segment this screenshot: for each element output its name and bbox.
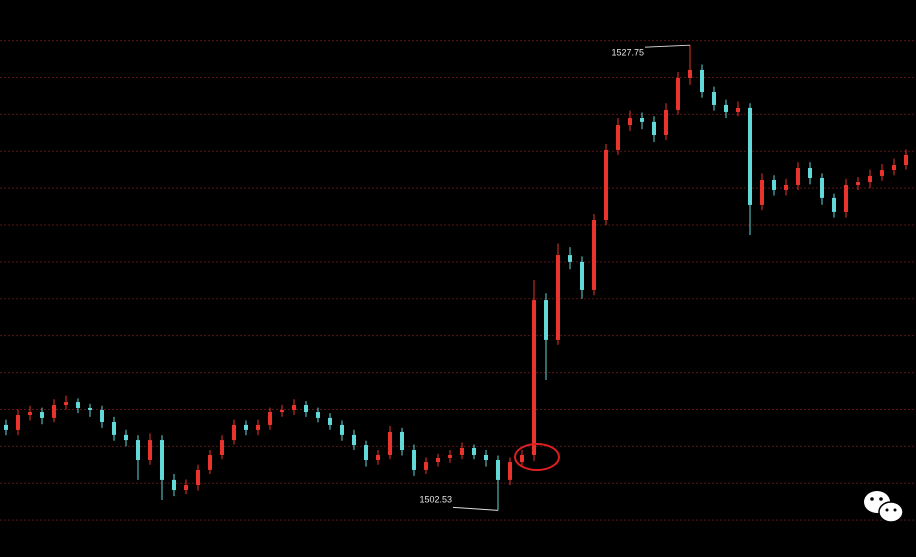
candle-body xyxy=(520,455,524,463)
annotation-label: 1527.75 xyxy=(611,48,644,58)
candle-body xyxy=(592,220,596,290)
candle-body xyxy=(124,434,128,441)
candle-body xyxy=(220,440,224,456)
candle-body xyxy=(544,300,548,340)
annotation-leader xyxy=(644,44,691,48)
candle-body xyxy=(100,410,104,422)
candle-body xyxy=(604,149,608,221)
candle-body xyxy=(40,412,44,418)
candle-body xyxy=(412,450,416,470)
candle-body xyxy=(4,424,8,430)
candle-body xyxy=(808,168,812,178)
candle-body xyxy=(292,405,296,411)
candle-body xyxy=(736,107,740,112)
candle-body xyxy=(16,414,20,430)
wechat-logo xyxy=(864,491,904,523)
candle-body xyxy=(52,405,56,418)
candle-body xyxy=(376,455,380,460)
candle-body xyxy=(652,121,656,136)
candle-body xyxy=(472,447,476,456)
candle-body xyxy=(664,109,668,136)
candle-body xyxy=(628,118,632,126)
candle-body xyxy=(904,154,908,166)
grid xyxy=(0,40,916,521)
candle-body xyxy=(856,182,860,185)
candle-body xyxy=(352,434,356,446)
annotation-label: 1502.53 xyxy=(419,495,452,505)
candle-body xyxy=(364,445,368,460)
candle-body xyxy=(556,255,560,340)
candle-body xyxy=(712,92,716,105)
highlight-circle xyxy=(514,443,560,471)
candle-body xyxy=(724,104,728,112)
candle-body xyxy=(532,300,536,456)
candle-body xyxy=(748,107,752,205)
candle-body xyxy=(496,459,500,480)
candle-body xyxy=(316,412,320,418)
candle-body xyxy=(136,440,140,460)
candle-body xyxy=(424,462,428,470)
candle-body xyxy=(676,78,680,110)
candle-body xyxy=(460,447,464,456)
candle-body xyxy=(148,440,152,460)
candle-body xyxy=(688,69,692,79)
candle-body xyxy=(340,424,344,435)
candle-body xyxy=(328,417,332,425)
candle-body xyxy=(772,180,776,190)
candle-body xyxy=(796,168,800,185)
candle-body xyxy=(184,485,188,491)
candle-body xyxy=(448,455,452,458)
candle-body xyxy=(88,407,92,411)
candle-body xyxy=(208,455,212,470)
candle-body xyxy=(580,261,584,290)
candle-body xyxy=(76,402,80,408)
candle-body xyxy=(820,177,824,198)
candle-body xyxy=(640,118,644,122)
candle-body xyxy=(760,180,764,205)
candle-body xyxy=(268,412,272,425)
candle-body xyxy=(28,412,32,415)
candle-body xyxy=(304,405,308,413)
annotations: 1527.75 1502.53 xyxy=(419,44,691,511)
candle-body xyxy=(280,410,284,413)
candle-body xyxy=(232,424,236,441)
annotation-leader xyxy=(452,506,499,511)
candle-body xyxy=(880,170,884,176)
candle-body xyxy=(616,125,620,150)
candle-body xyxy=(700,69,704,93)
candle-body xyxy=(784,184,788,190)
candle-body xyxy=(244,424,248,430)
candle-body xyxy=(160,440,164,480)
candle-body xyxy=(196,469,200,486)
candle-body xyxy=(844,184,848,212)
candle-body xyxy=(388,431,392,456)
candle-body xyxy=(256,424,260,430)
candle-body xyxy=(484,455,488,460)
candle-body xyxy=(172,479,176,491)
candle-body xyxy=(892,165,896,171)
candle-body xyxy=(400,431,404,451)
candle-body xyxy=(436,457,440,463)
candle-body xyxy=(112,421,116,435)
candles xyxy=(4,45,908,511)
candle-body xyxy=(64,402,68,406)
candle-body xyxy=(568,255,572,262)
candle-body xyxy=(508,462,512,480)
candle-body xyxy=(868,175,872,183)
candle-body xyxy=(832,197,836,212)
